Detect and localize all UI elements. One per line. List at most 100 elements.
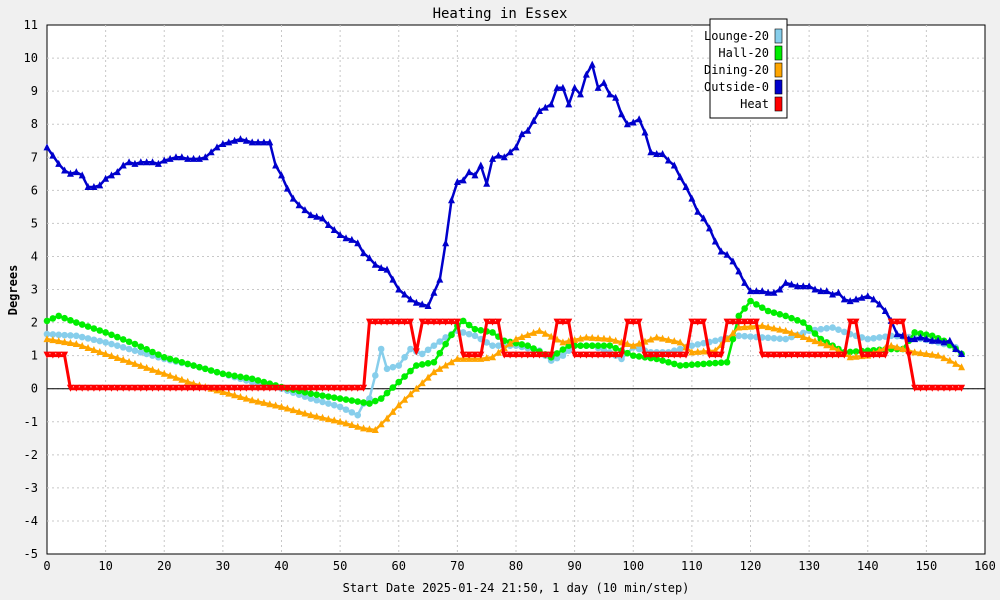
data-point (653, 333, 661, 341)
data-point (922, 349, 930, 357)
data-point (600, 334, 608, 342)
data-point (553, 350, 561, 357)
data-point (448, 196, 456, 204)
data-point (958, 363, 966, 371)
data-point (172, 384, 180, 392)
data-point (928, 336, 936, 344)
data-point (137, 384, 145, 392)
data-point (465, 168, 473, 176)
data-point (723, 250, 731, 258)
data-point (606, 335, 614, 343)
data-point (623, 340, 631, 348)
data-point (424, 373, 432, 381)
data-point (530, 345, 537, 352)
data-point (207, 384, 215, 392)
legend-box (709, 18, 788, 119)
data-point (782, 326, 790, 334)
data-point (137, 158, 145, 166)
data-point (319, 392, 326, 399)
data-point (465, 321, 473, 329)
data-point (436, 318, 444, 326)
data-point (471, 332, 479, 340)
legend-label: Outside-0 (704, 80, 769, 94)
data-point (829, 290, 837, 298)
x-tick-label: 140 (857, 559, 879, 573)
data-point (747, 318, 754, 326)
data-point (418, 300, 426, 308)
data-point (313, 396, 320, 404)
data-point (407, 367, 414, 375)
data-point (700, 214, 708, 222)
data-point (600, 351, 608, 359)
data-point (377, 318, 385, 326)
data-point (55, 312, 63, 320)
data-point (102, 384, 110, 392)
data-point (78, 384, 86, 392)
data-point (823, 341, 831, 349)
series-heat (43, 318, 966, 392)
data-point (307, 395, 315, 402)
data-point (934, 351, 942, 359)
data-point (629, 352, 637, 359)
data-point (776, 310, 784, 318)
data-point (553, 318, 561, 326)
data-point (946, 336, 954, 344)
data-point (272, 384, 280, 392)
data-point (958, 349, 966, 357)
data-point (864, 335, 872, 343)
data-point (512, 335, 520, 343)
data-point (811, 351, 819, 359)
data-point (166, 384, 174, 392)
data-point (688, 342, 696, 350)
data-point (887, 341, 895, 349)
data-point (506, 351, 514, 359)
data-point (207, 367, 215, 374)
data-point (213, 368, 221, 376)
data-point (96, 337, 104, 345)
data-point (377, 420, 385, 428)
data-point (360, 424, 368, 432)
tick-labels: 0 10 20 30 40 50 60 70 80 90 100 110 120 130 140 150 160… (24, 18, 996, 573)
data-point (940, 384, 948, 392)
data-point (49, 351, 57, 359)
data-point (571, 351, 579, 359)
data-point (354, 422, 362, 430)
data-point (119, 161, 127, 169)
data-point (659, 357, 666, 364)
data-point (366, 395, 373, 402)
data-point (190, 362, 197, 369)
data-point (371, 426, 379, 434)
data-point (688, 318, 696, 326)
data-point (500, 351, 508, 359)
data-point (770, 309, 778, 316)
data-point (494, 348, 502, 356)
data-point (301, 389, 309, 396)
data-point (541, 351, 549, 359)
data-point (489, 154, 497, 162)
data-point (412, 384, 420, 392)
data-point (811, 337, 819, 345)
data-point (494, 151, 502, 159)
data-point (823, 351, 831, 359)
data-point (940, 354, 948, 362)
data-point (436, 349, 444, 357)
data-point (471, 171, 479, 179)
data-point (55, 331, 63, 339)
data-point (770, 288, 778, 296)
data-point (272, 161, 280, 169)
data-point (330, 401, 338, 409)
data-point (594, 83, 602, 91)
data-point (72, 384, 80, 392)
y-tick-label: 2 (31, 316, 38, 330)
data-point (225, 389, 233, 397)
data-point (518, 130, 526, 138)
data-point (289, 384, 297, 392)
data-point (424, 360, 432, 367)
data-point (102, 349, 110, 357)
data-point (870, 334, 877, 342)
data-point (342, 396, 350, 403)
data-point (829, 351, 837, 359)
data-point (283, 404, 291, 412)
data-point (66, 339, 74, 347)
